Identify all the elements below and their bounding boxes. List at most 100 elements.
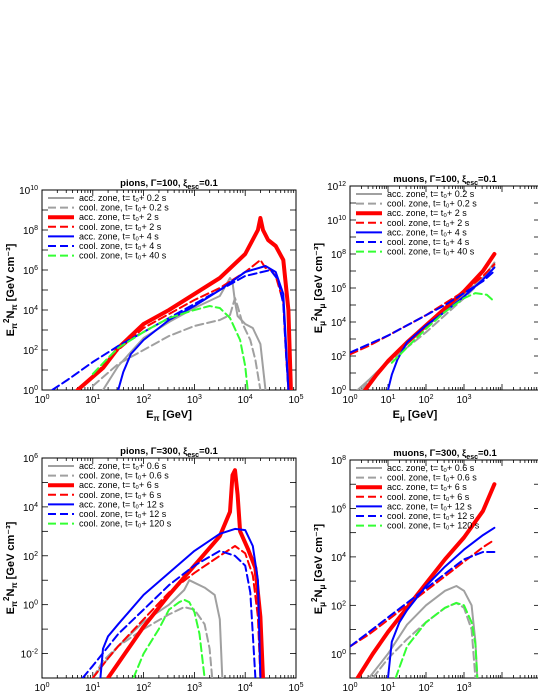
y-label-mid: N bbox=[313, 589, 325, 597]
y-tick-base: 10 bbox=[331, 284, 343, 295]
x-tick-exp: 2 bbox=[147, 394, 151, 401]
x-tick-base: 10 bbox=[34, 395, 46, 406]
title-sub: esc bbox=[187, 452, 199, 459]
x-tick-base: 10 bbox=[238, 683, 250, 694]
x-tick-exp: 3 bbox=[198, 682, 202, 689]
y-tick-label: 108 bbox=[331, 455, 346, 467]
legend-entry: acc. zone, t= t₀+ 0.2 s bbox=[79, 193, 167, 203]
axis-ticks bbox=[41, 457, 296, 679]
x-tick-base: 10 bbox=[342, 683, 354, 694]
x-tick-label: 105 bbox=[288, 682, 303, 694]
y-tick-base: 10 bbox=[23, 266, 35, 277]
x-tick-label: 104 bbox=[238, 682, 253, 694]
y-tick-base: 10 bbox=[23, 503, 35, 514]
y-tick-label: 100 bbox=[331, 385, 346, 397]
legend-entry: acc. zone, t= t₀+ 0.6 s bbox=[387, 463, 475, 473]
y-tick-exp: 4 bbox=[34, 502, 38, 509]
series-line-4 bbox=[350, 538, 496, 648]
y-tick-base: 10 bbox=[23, 386, 35, 397]
y-tick-label: 104 bbox=[23, 305, 38, 317]
y-label-post: [GeV cm⁻³] bbox=[5, 243, 17, 304]
x-tick-exp: 4 bbox=[249, 682, 253, 689]
y-tick-base: 10 bbox=[331, 250, 343, 261]
title-sub: esc bbox=[466, 180, 478, 187]
y-label-pre: E bbox=[5, 607, 17, 614]
legend-entry: acc. zone, t= t₀+ 12 s bbox=[79, 499, 164, 509]
legend-entry: cool. zone, t= t₀+ 4 s bbox=[387, 237, 470, 247]
title-sub: esc bbox=[466, 454, 478, 461]
y-tick-label: 102 bbox=[331, 600, 346, 612]
legend-entry: cool. zone, t= t₀+ 0.2 s bbox=[387, 199, 477, 209]
x-tick-base: 10 bbox=[238, 395, 250, 406]
series-line-3 bbox=[106, 468, 265, 678]
y-tick-exp: 12 bbox=[338, 181, 346, 188]
x-tick-base: 10 bbox=[380, 395, 392, 406]
y-label-pre: E bbox=[5, 329, 17, 336]
y-tick-label: 104 bbox=[331, 317, 346, 329]
legend-entry: cool. zone, t= t₀+ 6 s bbox=[387, 492, 470, 502]
x-tick-base: 10 bbox=[187, 683, 199, 694]
y-tick-exp: 4 bbox=[342, 317, 346, 324]
y-tick-exp: 4 bbox=[342, 552, 346, 559]
y-tick-base: 10 bbox=[331, 504, 343, 515]
y-tick-label: 102 bbox=[23, 345, 38, 357]
y-label-sub2: μ bbox=[318, 585, 327, 590]
series-line-5 bbox=[99, 527, 262, 678]
x-tick-exp: 1 bbox=[392, 682, 396, 689]
y-label-sub2: μ bbox=[318, 304, 327, 309]
panel-title: muons, Γ=100, ξesc=0.1 bbox=[393, 174, 497, 187]
x-label-pre: E bbox=[393, 409, 400, 421]
x-tick-exp: 1 bbox=[96, 682, 100, 689]
y-tick-label: 10-2 bbox=[21, 649, 38, 661]
y-axis-label: Eπ2Nπ [GeV cm⁻³] bbox=[2, 243, 19, 336]
series-line-7 bbox=[390, 292, 496, 364]
y-tick-base: 10 bbox=[23, 346, 35, 357]
series-line-6 bbox=[51, 269, 290, 390]
y-tick-exp: 0 bbox=[342, 385, 346, 392]
y-tick-label: 106 bbox=[331, 283, 346, 295]
y-tick-label: 106 bbox=[331, 503, 346, 515]
legend-entry: acc. zone, t= t₀+ 6 s bbox=[387, 482, 467, 492]
y-tick-label: 1010 bbox=[327, 215, 346, 227]
x-tick-exp: 4 bbox=[249, 394, 253, 401]
series-curves bbox=[350, 482, 497, 678]
x-tick-label: 103 bbox=[187, 394, 202, 406]
legend-entry: cool. zone, t= t₀+ 12 s bbox=[387, 511, 475, 521]
y-tick-base: 10 bbox=[331, 352, 343, 363]
y-tick-base: 10 bbox=[23, 601, 35, 612]
x-tick-exp: 0 bbox=[46, 682, 50, 689]
y-tick-label: 104 bbox=[331, 552, 346, 564]
legend-entry: cool. zone, t= t₀+ 0.2 s bbox=[79, 203, 169, 213]
x-tick-label: 101 bbox=[85, 394, 100, 406]
x-tick-exp: 2 bbox=[147, 682, 151, 689]
y-tick-label: 100 bbox=[331, 649, 346, 661]
y-tick-exp: 8 bbox=[342, 249, 346, 256]
panel-title: pions, Γ=300, ξesc=0.1 bbox=[120, 446, 218, 459]
y-label-post: [GeV cm⁻³] bbox=[313, 523, 325, 584]
y-label-post: [GeV cm⁻³] bbox=[5, 521, 17, 582]
y-label-mid: N bbox=[313, 308, 325, 316]
legend-entry: cool. zone, t= t₀+ 120 s bbox=[79, 519, 172, 529]
x-tick-label: 102 bbox=[136, 682, 151, 694]
y-label-sub: μ bbox=[318, 602, 327, 607]
panel-title: muons, Γ=300, ξesc=0.1 bbox=[393, 448, 497, 461]
y-tick-exp: 2 bbox=[34, 345, 38, 352]
series-line-7 bbox=[91, 305, 249, 390]
y-tick-label: 106 bbox=[23, 265, 38, 277]
x-tick-label: 101 bbox=[380, 394, 395, 406]
y-tick-exp: 6 bbox=[34, 453, 38, 460]
y-tick-base: 10 bbox=[23, 552, 35, 563]
y-label-sup: 2 bbox=[310, 597, 319, 602]
y-tick-label: 100 bbox=[23, 385, 38, 397]
x-tick-exp: 5 bbox=[300, 394, 304, 401]
y-axis-label: Eμ2Nμ [GeV cm⁻³] bbox=[310, 523, 327, 614]
legend-entry: cool. zone, t= t₀+ 0.6 s bbox=[387, 473, 477, 483]
title-main: pions, Γ=100, ξ bbox=[120, 178, 188, 189]
series-line-7 bbox=[132, 598, 206, 678]
legend-entry: cool. zone, t= t₀+ 2 s bbox=[79, 222, 162, 232]
x-tick-label: 101 bbox=[85, 682, 100, 694]
y-tick-label: 1010 bbox=[19, 185, 38, 197]
